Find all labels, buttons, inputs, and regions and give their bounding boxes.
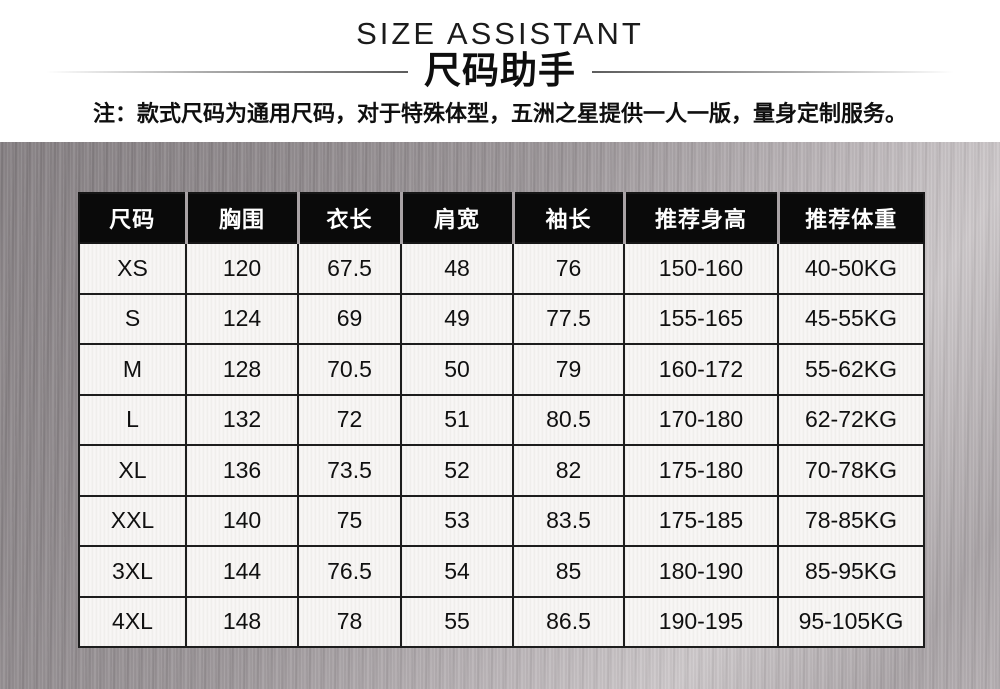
table-cell: 140 [185, 494, 299, 547]
table-cell: 70-78KG [777, 444, 925, 497]
table-cell: 86.5 [512, 595, 625, 648]
table-cell: M [78, 343, 187, 396]
table-row: M 128 70.5 50 79 160-172 55-62KG [78, 343, 925, 396]
table-row: XXL 140 75 53 83.5 175-185 78-85KG [78, 494, 925, 547]
table-cell: 4XL [78, 595, 187, 648]
table-cell: 85-95KG [777, 545, 925, 598]
column-header: 肩宽 [399, 193, 513, 244]
table-cell: 67.5 [297, 242, 402, 295]
table-cell: 75 [297, 494, 402, 547]
title-section: SIZE ASSISTANT 尺码助手 注：款式尺码为通用尺码，对于特殊体型，五… [0, 0, 1000, 142]
table-cell: 50 [400, 343, 514, 396]
table-row: 3XL 144 76.5 54 85 180-190 85-95KG [78, 545, 925, 598]
table-cell: 132 [185, 393, 299, 446]
table-cell: XS [78, 242, 187, 295]
table-cell: 155-165 [623, 292, 779, 345]
page-title-english: SIZE ASSISTANT [356, 16, 644, 51]
chinese-title-row: 尺码助手 [0, 52, 1000, 92]
table-cell: 95-105KG [777, 595, 925, 648]
table-row: S 124 69 49 77.5 155-165 45-55KG [78, 292, 925, 345]
table-cell: 53 [400, 494, 514, 547]
table-cell: 124 [185, 292, 299, 345]
column-header: 推荐身高 [622, 193, 778, 244]
table-cell: XL [78, 444, 187, 497]
table-cell: 148 [185, 595, 299, 648]
table-cell: 76 [512, 242, 625, 295]
table-cell: 73.5 [297, 444, 402, 497]
table-row: L 132 72 51 80.5 170-180 62-72KG [78, 393, 925, 446]
table-cell: 76.5 [297, 545, 402, 598]
table-cell: 55 [400, 595, 514, 648]
table-cell: 78-85KG [777, 494, 925, 547]
table-cell: 160-172 [623, 343, 779, 396]
table-cell: 170-180 [623, 393, 779, 446]
right-divider-line [592, 71, 954, 73]
column-header: 胸围 [184, 193, 298, 244]
table-cell: 150-160 [623, 242, 779, 295]
table-cell: 80.5 [512, 393, 625, 446]
column-header: 衣长 [296, 193, 401, 244]
left-divider-line [46, 71, 408, 73]
table-cell: 79 [512, 343, 625, 396]
size-table-body: XS 120 67.5 48 76 150-160 40-50KG S 124 69 49 77.5 1… [78, 242, 925, 648]
table-row: XS 120 67.5 48 76 150-160 40-50KG [78, 242, 925, 295]
table-cell: 120 [185, 242, 299, 295]
table-cell: 180-190 [623, 545, 779, 598]
table-cell: 85 [512, 545, 625, 598]
table-cell: 144 [185, 545, 299, 598]
brushed-metal-background: 尺码 胸围 衣长 肩宽 袖长 推荐身高 推荐体重 XS 120 67.5 48 76 150-160 4… [0, 142, 1000, 689]
table-cell: XXL [78, 494, 187, 547]
table-cell: 69 [297, 292, 402, 345]
table-row: 4XL 148 78 55 86.5 190-195 95-105KG [78, 595, 925, 648]
table-cell: S [78, 292, 187, 345]
size-chart-table: 尺码 胸围 衣长 肩宽 袖长 推荐身高 推荐体重 XS 120 67.5 48 76 150-160 4… [78, 192, 925, 648]
table-cell: 190-195 [623, 595, 779, 648]
table-row: XL 136 73.5 52 82 175-180 70-78KG [78, 444, 925, 497]
table-cell: 62-72KG [777, 393, 925, 446]
column-header: 推荐体重 [776, 193, 924, 244]
table-cell: 52 [400, 444, 514, 497]
table-cell: 77.5 [512, 292, 625, 345]
table-cell: 70.5 [297, 343, 402, 396]
table-cell: L [78, 393, 187, 446]
table-cell: 72 [297, 393, 402, 446]
table-cell: 49 [400, 292, 514, 345]
table-cell: 136 [185, 444, 299, 497]
table-cell: 128 [185, 343, 299, 396]
table-cell: 48 [400, 242, 514, 295]
column-header: 尺码 [79, 193, 186, 244]
size-table-header-row: 尺码 胸围 衣长 肩宽 袖长 推荐身高 推荐体重 [79, 193, 924, 244]
table-cell: 78 [297, 595, 402, 648]
table-cell: 83.5 [512, 494, 625, 547]
column-header: 袖长 [511, 193, 624, 244]
table-cell: 175-180 [623, 444, 779, 497]
table-cell: 54 [400, 545, 514, 598]
table-cell: 45-55KG [777, 292, 925, 345]
table-cell: 40-50KG [777, 242, 925, 295]
custom-sizing-note: 注：款式尺码为通用尺码，对于特殊体型，五洲之星提供一人一版，量身定制服务。 [92, 101, 907, 126]
table-cell: 3XL [78, 545, 187, 598]
page-title-chinese: 尺码助手 [424, 51, 576, 92]
table-cell: 55-62KG [777, 343, 925, 396]
table-cell: 82 [512, 444, 625, 497]
table-cell: 175-185 [623, 494, 779, 547]
table-cell: 51 [400, 393, 514, 446]
